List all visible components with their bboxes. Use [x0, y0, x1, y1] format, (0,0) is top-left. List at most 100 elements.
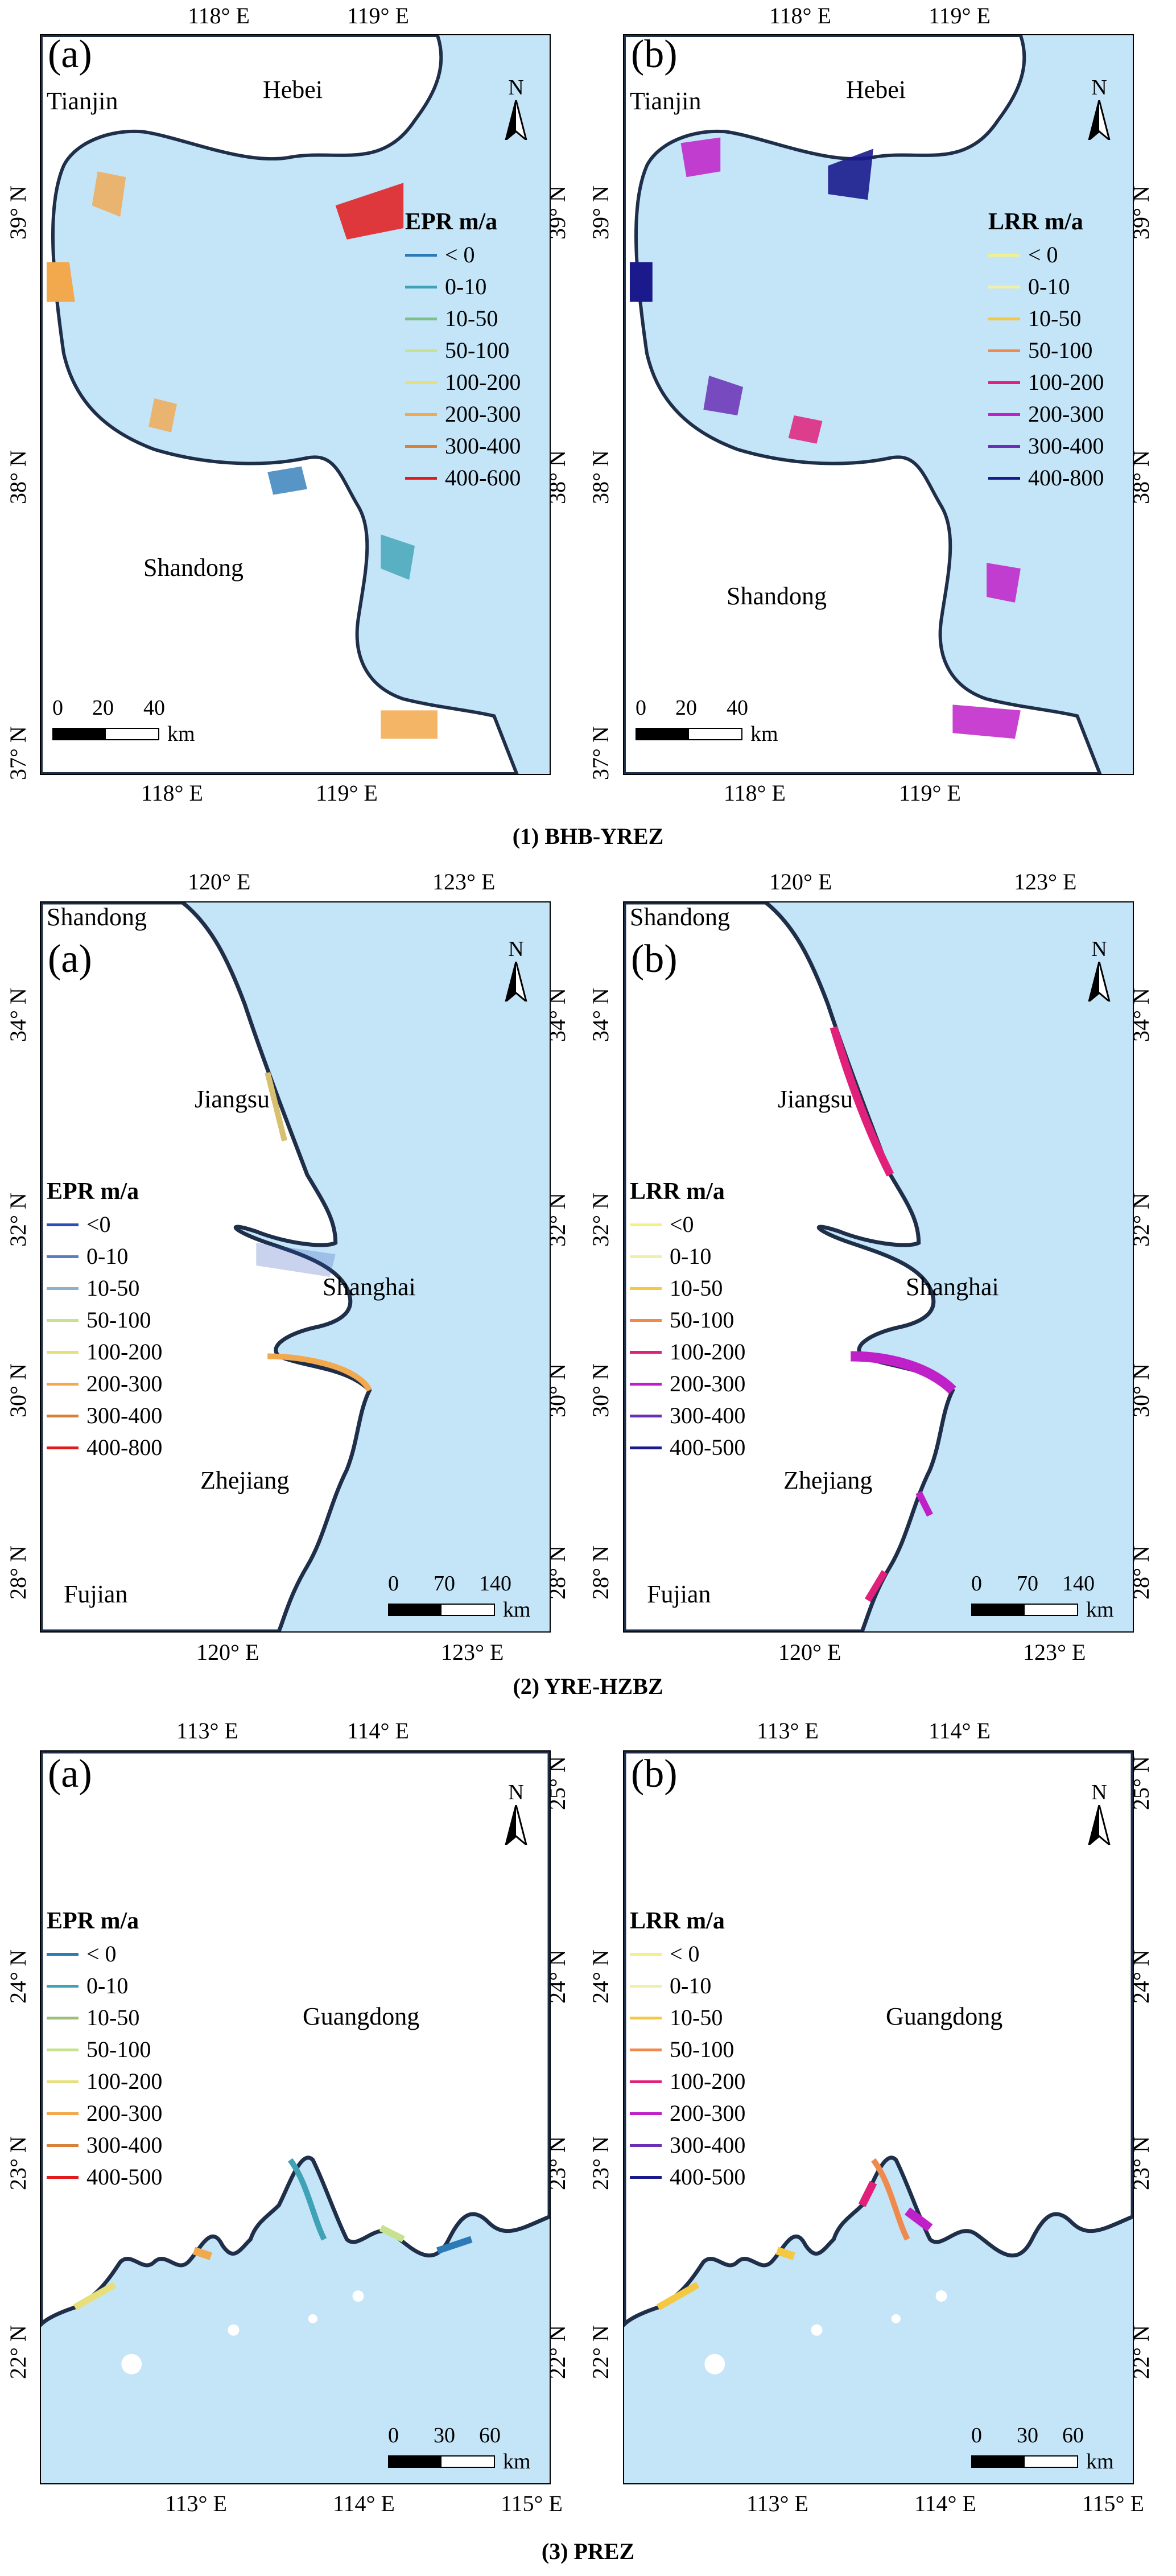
scale-label: 20 — [92, 696, 114, 720]
scale-unit: km — [167, 722, 195, 746]
legend-title: EPR m/a — [47, 1178, 139, 1205]
legend-item: 100-200 — [630, 1336, 745, 1368]
scale-unit: km — [1086, 1598, 1114, 1622]
legend-item: 200-300 — [630, 2097, 745, 2129]
legend-item: 10-50 — [630, 1272, 745, 1304]
lon-tick: 113° E — [746, 2491, 808, 2516]
legend-item: <0 — [47, 1209, 162, 1240]
legend-swatch — [988, 444, 1020, 448]
legend-swatch — [405, 413, 437, 416]
region-label: Fujian — [64, 1580, 128, 1608]
scale-label: 40 — [143, 696, 165, 720]
lat-tick: 22° N — [587, 2325, 613, 2379]
legend-swatch — [47, 2048, 79, 2051]
map-geography — [624, 35, 1102, 774]
legend: EPR m/a < 0 0-10 10-50 50-100 100-200 200-300… — [405, 206, 521, 494]
north-arrow-icon — [504, 100, 528, 143]
map-panel-3b: (b) Guangdong N LRR m/a < 0 0-10 10-50 50-1… — [623, 1750, 1134, 2484]
lon-tick: 120° E — [778, 1639, 841, 1665]
legend-swatch — [630, 1414, 662, 1417]
north-label: N — [508, 1780, 524, 1804]
legend-label: 400-800 — [86, 1435, 163, 1460]
scale-bar: 0 30 60 km — [388, 2423, 531, 2474]
legend-title: LRR m/a — [988, 209, 1083, 235]
legend-item: 0-10 — [630, 1240, 745, 1272]
legend-item: 300-400 — [47, 1400, 162, 1432]
legend-label: 0-10 — [670, 1243, 712, 1269]
lat-tick: 37° N — [587, 726, 613, 780]
legend-swatch — [47, 1318, 79, 1322]
legend-swatch — [630, 1446, 662, 1449]
region-label: Shandong — [630, 903, 730, 931]
map-panel-1b: (b) Tianjin Hebei Shandong N LRR m/a < 0… — [623, 34, 1134, 775]
legend-item: 100-200 — [47, 2066, 162, 2097]
lon-tick: 123° E — [441, 1639, 504, 1665]
legend-label: 10-50 — [1028, 306, 1082, 331]
lon-tick: 118° E — [724, 780, 786, 806]
map-geography — [41, 35, 519, 774]
legend-item: < 0 — [405, 239, 521, 271]
lat-tick: 23° N — [5, 2136, 31, 2190]
legend-label: 400-600 — [445, 465, 521, 491]
legend-item: 10-50 — [405, 303, 521, 335]
legend-label: 50-100 — [86, 1307, 151, 1333]
map-panel-2a: Shandong (a) Jiangsu Shanghai Zhejiang F… — [40, 901, 551, 1633]
scale-bar: 0 30 60 km — [971, 2423, 1114, 2474]
scale-label: 70 — [1017, 1572, 1038, 1596]
region-label: Zhejiang — [783, 1466, 873, 1494]
scale-label: 70 — [434, 1572, 455, 1596]
legend-item: 0-10 — [405, 271, 521, 303]
north-arrow: N — [1082, 1780, 1116, 1850]
scale-unit: km — [503, 1598, 531, 1622]
north-label: N — [508, 937, 524, 961]
legend-label: 100-200 — [670, 1339, 746, 1365]
legend-swatch — [47, 1350, 79, 1354]
scale-bar: 0 20 40 km — [636, 695, 778, 747]
lat-tick: 38° N — [5, 450, 31, 504]
lat-tick: 38° N — [587, 450, 613, 504]
region-label: Fujian — [647, 1580, 711, 1608]
legend-swatch — [630, 2016, 662, 2019]
lon-tick: 120° E — [188, 869, 251, 895]
legend-swatch — [630, 1287, 662, 1290]
legend-label: 200-300 — [445, 401, 521, 427]
legend-swatch — [988, 253, 1020, 257]
lat-tick: 28° N — [5, 1545, 31, 1600]
legend-label: 10-50 — [670, 1275, 723, 1301]
legend-item: 100-200 — [988, 366, 1104, 398]
legend-title: EPR m/a — [405, 209, 498, 235]
scale-label: 30 — [434, 2423, 455, 2447]
legend-swatch — [630, 1223, 662, 1226]
scale-unit: km — [1086, 2450, 1114, 2474]
panel-letter: (b) — [631, 1752, 678, 1796]
region-label: Jiangsu — [778, 1085, 853, 1113]
scale-bar: 0 70 140 km — [388, 1571, 531, 1622]
lon-tick: 114° E — [333, 2491, 395, 2516]
legend-label: 400-500 — [86, 2164, 163, 2190]
region-label: Shandong — [727, 582, 827, 610]
scale-label: 30 — [1017, 2423, 1038, 2447]
lon-tick: 119° E — [347, 3, 409, 28]
legend-swatch — [47, 1287, 79, 1290]
north-arrow-icon — [1087, 961, 1111, 1004]
legend-label: 400-500 — [670, 2164, 746, 2190]
legend-label: < 0 — [86, 1941, 117, 1967]
lat-tick: 30° N — [5, 1363, 31, 1417]
north-arrow: N — [499, 1780, 533, 1850]
lat-tick: 39° N — [5, 186, 31, 240]
region-label: Jiangsu — [195, 1085, 270, 1113]
legend-swatch — [630, 1952, 662, 1956]
legend-item: 0-10 — [47, 1970, 162, 2002]
lon-tick: 120° E — [196, 1639, 259, 1665]
legend: EPR m/a <0 0-10 10-50 50-100 100-200 200-300 3… — [47, 1176, 162, 1464]
scale-label: 40 — [727, 696, 748, 720]
legend-swatch — [988, 285, 1020, 288]
figure-caption: (3) PREZ — [541, 2538, 635, 2564]
legend-swatch — [405, 476, 437, 480]
map-panel-2b: Shandong (b) Jiangsu Shanghai Zhejiang F… — [623, 901, 1134, 1633]
lat-tick: 23° N — [587, 2136, 613, 2190]
region-label: Tianjin — [630, 87, 702, 115]
region-label: Hebei — [263, 76, 323, 104]
legend-item: 0-10 — [630, 1970, 745, 2002]
legend-swatch — [988, 349, 1020, 352]
